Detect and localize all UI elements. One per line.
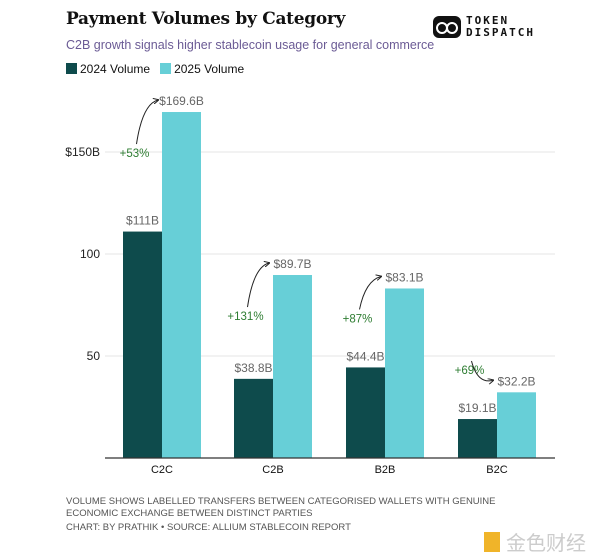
bar-c2c-2024	[123, 231, 162, 458]
x-tick-label: C2B	[262, 464, 283, 476]
x-tick-label: C2C	[151, 464, 173, 476]
bar-value-label: $83.1B	[385, 270, 423, 284]
bar-value-label: $111B	[126, 214, 159, 228]
bar-value-label: $89.7B	[273, 257, 311, 271]
growth-arrow-icon	[359, 276, 382, 310]
growth-label: +131%	[227, 311, 263, 323]
bar-value-label: $169.6B	[159, 94, 204, 108]
legend: 2024 Volume 2025 Volume	[66, 62, 244, 76]
legend-swatch-2024	[66, 63, 77, 74]
token-dispatch-logo: TOKEN DISPATCH	[433, 15, 535, 39]
growth-label: +53%	[120, 148, 150, 160]
growth-arrow-icon	[247, 263, 270, 308]
x-tick-label: B2C	[486, 464, 507, 476]
growth-label: +69%	[455, 365, 485, 377]
bar-chart: 50 100 $150B $111B $169.6B C2C +53% $38.8B $89.7…	[65, 94, 555, 476]
logo-text-2: DISPATCH	[466, 26, 535, 39]
logo-text-1: TOKEN	[466, 14, 510, 27]
footnote: VOLUME SHOWS LABELLED TRANSFERS BETWEEN …	[66, 496, 496, 519]
growth-label: +87%	[343, 313, 373, 325]
bar-b2b-2025	[385, 288, 424, 458]
bar-b2c-2025	[497, 392, 536, 458]
logo-eyes-icon	[433, 16, 461, 38]
bar-b2b-2024	[346, 367, 385, 458]
watermark-logo-icon	[484, 531, 500, 552]
legend-item-2025: 2025 Volume	[160, 62, 244, 76]
bar-value-label: $44.4B	[346, 349, 384, 363]
watermark-text: 金色财经	[506, 533, 586, 555]
bar-c2b-2025	[273, 275, 312, 458]
watermark: 金色财经	[484, 527, 586, 556]
bar-value-label: $38.8B	[234, 361, 272, 375]
source-credit: CHART: BY PRATHIK • SOURCE: ALLIUM STABL…	[66, 522, 351, 533]
legend-swatch-2025	[160, 63, 172, 74]
y-tick-label: $150B	[65, 145, 100, 159]
growth-arrow-icon	[136, 100, 159, 145]
bar-c2b-2024	[234, 378, 273, 458]
y-tick-label: 100	[80, 247, 100, 261]
chart-title: Payment Volumes by Category	[66, 9, 346, 29]
legend-label-2024: 2024 Volume	[80, 62, 151, 76]
x-tick-label: B2B	[375, 464, 396, 476]
bar-value-label: $19.1B	[458, 401, 496, 415]
legend-label-2025: 2025 Volume	[174, 62, 245, 76]
bar-b2c-2024	[458, 419, 497, 458]
bar-c2c-2025	[162, 112, 201, 459]
chart-subtitle: C2B growth signals higher stablecoin usa…	[66, 38, 435, 52]
y-tick-label: 50	[87, 349, 101, 363]
bar-value-label: $32.2B	[497, 374, 535, 388]
growth-arrow-icon	[471, 360, 494, 381]
legend-item-2024: 2024 Volume	[66, 62, 150, 76]
